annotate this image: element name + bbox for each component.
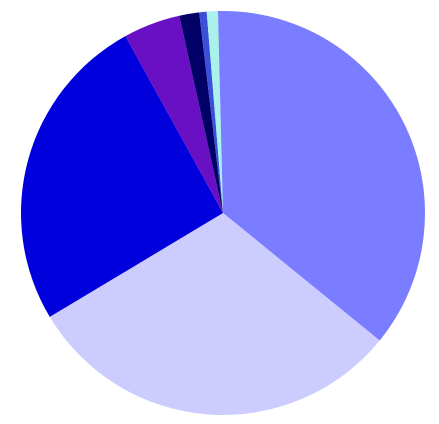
pie-slice-6: [199, 11, 223, 213]
pie-slice-8: [217, 10, 223, 214]
pie-slice-4: [125, 15, 223, 214]
pie-slice-7: [206, 11, 223, 214]
pie-slice-2: [49, 213, 380, 415]
pie-slice-1: [223, 11, 425, 341]
pie-slice-3: [20, 36, 224, 317]
pie-slices: [20, 10, 425, 415]
pie-slice-5: [179, 12, 223, 213]
